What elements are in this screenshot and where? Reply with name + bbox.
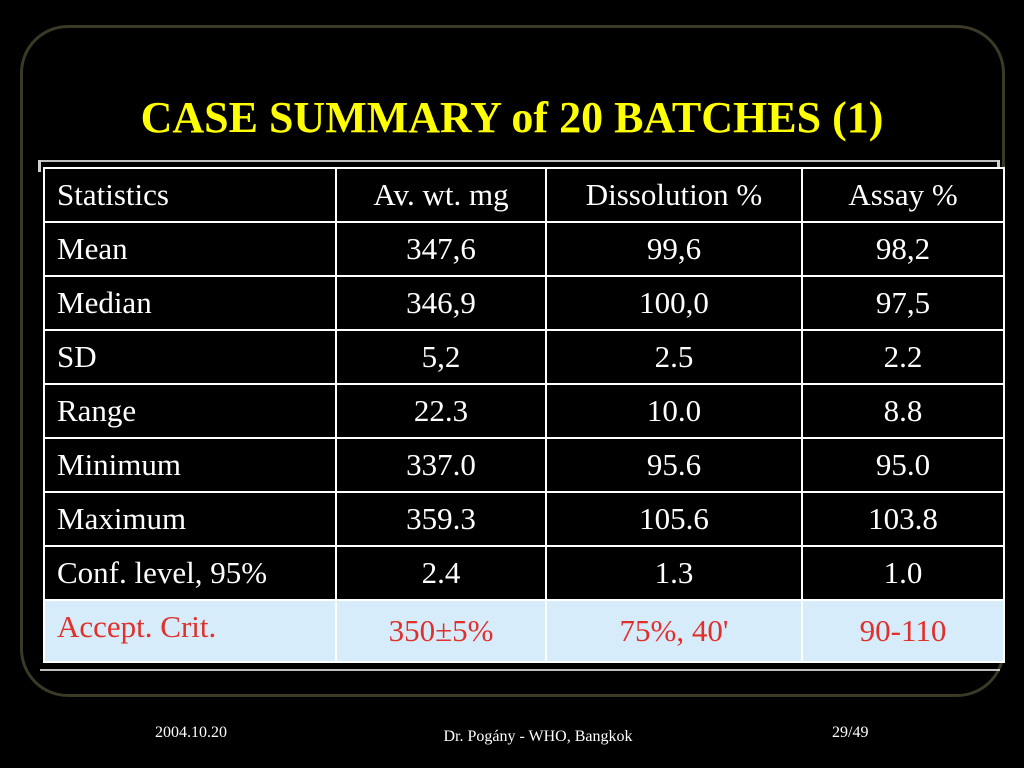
table-row-mean: Mean 347,6 99,6 98,2 <box>43 221 1005 277</box>
cell-av-wt: 347,6 <box>335 221 547 277</box>
cell-av-wt: 2.4 <box>335 545 547 601</box>
right-divider-tick <box>997 160 1000 172</box>
cell-dissolution: 105.6 <box>545 491 803 547</box>
table-header-row: Statistics Av. wt. mg Dissolution % Assa… <box>43 167 1005 223</box>
cell-av-wt: 22.3 <box>335 383 547 439</box>
footer-page-number: 29/49 <box>832 724 869 741</box>
left-divider-tick <box>38 160 41 172</box>
row-label: Median <box>43 275 337 331</box>
cell-dissolution: 2.5 <box>545 329 803 385</box>
cell-assay: 90-110 <box>801 599 1005 663</box>
cell-dissolution: 75%, 40' <box>545 599 803 663</box>
cell-av-wt: 359.3 <box>335 491 547 547</box>
cell-assay: 2.2 <box>801 329 1005 385</box>
cell-assay: 8.8 <box>801 383 1005 439</box>
cell-dissolution: 95.6 <box>545 437 803 493</box>
cell-av-wt: 346,9 <box>335 275 547 331</box>
row-label: SD <box>43 329 337 385</box>
table-row-sd: SD 5,2 2.5 2.2 <box>43 329 1005 385</box>
row-label: Range <box>43 383 337 439</box>
table-row-acceptance-criteria: Accept. Crit. 350±5% 75%, 40' 90-110 <box>43 599 1005 663</box>
cell-av-wt: 350±5% <box>335 599 547 663</box>
row-label: Mean <box>43 221 337 277</box>
cell-assay: 98,2 <box>801 221 1005 277</box>
statistics-table: Statistics Av. wt. mg Dissolution % Assa… <box>43 167 1005 663</box>
footer-author: Dr. Pogány - WHO, Bangkok <box>443 728 633 745</box>
table-row-range: Range 22.3 10.0 8.8 <box>43 383 1005 439</box>
row-label: Minimum <box>43 437 337 493</box>
cell-dissolution: 99,6 <box>545 221 803 277</box>
footer-date: 2004.10.20 <box>155 724 227 741</box>
header-statistics: Statistics <box>43 167 337 223</box>
table-row-conf-level: Conf. level, 95% 2.4 1.3 1.0 <box>43 545 1005 601</box>
cell-assay: 95.0 <box>801 437 1005 493</box>
cell-av-wt: 337.0 <box>335 437 547 493</box>
table-row-minimum: Minimum 337.0 95.6 95.0 <box>43 437 1005 493</box>
cell-assay: 97,5 <box>801 275 1005 331</box>
slide-title: CASE SUMMARY of 20 BATCHES (1) <box>140 93 884 142</box>
header-dissolution: Dissolution % <box>545 167 803 223</box>
cell-assay: 103.8 <box>801 491 1005 547</box>
row-label: Accept. Crit. <box>43 599 337 663</box>
header-assay: Assay % <box>801 167 1005 223</box>
table-row-median: Median 346,9 100,0 97,5 <box>43 275 1005 331</box>
cell-assay: 1.0 <box>801 545 1005 601</box>
header-av-wt: Av. wt. mg <box>335 167 547 223</box>
cell-dissolution: 1.3 <box>545 545 803 601</box>
cell-dissolution: 100,0 <box>545 275 803 331</box>
cell-dissolution: 10.0 <box>545 383 803 439</box>
cell-av-wt: 5,2 <box>335 329 547 385</box>
bottom-divider-line <box>40 669 1000 671</box>
top-divider-line <box>40 160 1000 162</box>
row-label: Maximum <box>43 491 337 547</box>
row-label: Conf. level, 95% <box>43 545 337 601</box>
table-row-maximum: Maximum 359.3 105.6 103.8 <box>43 491 1005 547</box>
